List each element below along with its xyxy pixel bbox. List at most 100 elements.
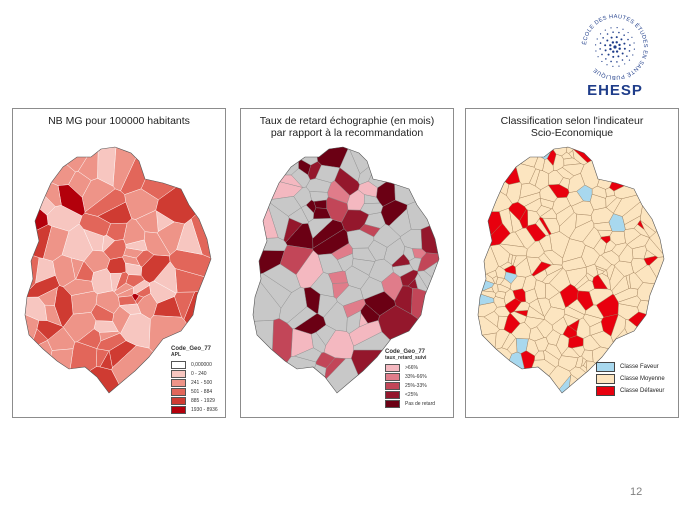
ehesp-emblem-icon: ÉCOLE DES HAUTES ÉTUDES EN SANTÉ PUBLIQU… <box>581 14 648 80</box>
map-title: Classification selon l'indicateur Scio-E… <box>500 115 644 139</box>
map-title: Taux de retard échographie (en mois) par… <box>259 115 435 139</box>
commune-area <box>101 234 116 252</box>
logo-dot <box>621 52 624 55</box>
commune-area <box>618 244 634 263</box>
logo-dot <box>618 65 620 67</box>
logo-dot <box>606 39 609 42</box>
logo-dot <box>609 47 612 51</box>
logo-dot <box>612 65 614 67</box>
commune-area <box>406 185 439 230</box>
logo-dot <box>618 47 621 50</box>
commune-area <box>623 228 642 245</box>
legend-entry: Classe Défaveur <box>596 385 665 397</box>
legend-entry: 0 - 240 <box>171 369 218 378</box>
logo-dot <box>624 63 626 65</box>
commune-area <box>485 351 528 393</box>
map-panel-ultrasound-delay: Taux de retard échographie (en mois) par… <box>240 108 454 418</box>
legend-swatch <box>171 378 186 387</box>
commune-area <box>583 360 588 369</box>
commune-area <box>103 239 127 260</box>
commune-area <box>348 147 412 175</box>
commune-area <box>637 219 645 230</box>
legend-entry: Classe Moyenne <box>596 373 665 385</box>
commune-area <box>563 313 580 327</box>
commune-area <box>25 168 62 207</box>
map-legend: Classe Faveur Classe Moyenne Classe Défave… <box>596 361 665 397</box>
commune-area <box>393 147 439 206</box>
commune-area <box>135 295 144 305</box>
logo-dot <box>615 41 618 44</box>
logo-dot <box>611 41 615 44</box>
legend-entry: Pas de retard <box>385 399 435 408</box>
legend-field-name: APL <box>171 352 181 358</box>
logo-wordmark: EHESP <box>587 82 643 99</box>
commune-area <box>499 278 512 290</box>
logo-dot <box>615 50 619 53</box>
commune-area <box>519 208 529 229</box>
commune-area <box>538 234 553 252</box>
commune-area <box>312 228 350 256</box>
legend-swatch <box>171 396 186 405</box>
commune-area <box>534 279 546 299</box>
legend-swatch <box>171 405 186 414</box>
logo-dot <box>604 29 606 31</box>
logo-dot <box>599 48 601 50</box>
commune-area <box>609 147 664 192</box>
commune-area <box>536 205 552 218</box>
department-boundary <box>252 146 440 394</box>
commune-area <box>592 274 608 290</box>
logo-dot <box>610 27 612 29</box>
commune-area <box>542 217 560 235</box>
legend-entry: Classe Faveur <box>596 361 665 373</box>
legend-label: Classe Faveur <box>620 363 659 370</box>
commune-area <box>492 275 498 284</box>
legend-swatch <box>596 374 615 384</box>
commune-area <box>125 274 145 288</box>
logo-dot <box>599 33 602 35</box>
logo-dot <box>599 42 602 44</box>
logo-dot <box>623 34 625 36</box>
commune-area <box>253 147 299 176</box>
page-number: 12 <box>630 486 643 498</box>
logo-dot <box>605 58 607 60</box>
commune-area <box>539 185 558 203</box>
choropleth-map <box>24 146 212 394</box>
logo-dot <box>601 53 603 56</box>
logo-dot <box>632 54 634 56</box>
commune-area <box>594 254 612 271</box>
logo-dot <box>602 37 604 39</box>
logo-dot <box>609 44 612 47</box>
legend-label: 0,000000 <box>191 361 212 368</box>
legend-label: Classe Défaveur <box>620 387 665 394</box>
legend-swatch <box>171 369 186 378</box>
legend-entry: 0,000000 <box>171 360 218 369</box>
commune-area <box>584 304 604 320</box>
commune-area <box>270 318 293 385</box>
commune-area <box>313 199 327 209</box>
logo-dot <box>612 55 615 58</box>
commune-area <box>571 147 653 163</box>
legend-swatch <box>385 399 400 408</box>
commune-area <box>589 321 604 336</box>
commune-area <box>315 324 336 346</box>
commune-area <box>253 319 274 393</box>
commune-area <box>112 305 131 334</box>
logo-dot <box>610 60 612 63</box>
logo-dot <box>628 50 631 52</box>
commune-area <box>613 158 664 199</box>
logo-dot <box>596 38 598 40</box>
logo-dot <box>626 55 628 57</box>
logo-dot <box>613 45 617 49</box>
logo-dot <box>623 42 626 45</box>
commune-area <box>559 283 579 308</box>
commune-area <box>561 256 587 272</box>
logo-dot <box>631 36 633 38</box>
commune-area <box>515 338 529 354</box>
commune-area <box>628 311 664 361</box>
commune-area <box>503 312 521 334</box>
legend-label: 241 - 500 <box>191 379 213 386</box>
logo-dot <box>612 31 614 33</box>
logo-dot <box>606 64 608 66</box>
logo-dot <box>612 50 615 53</box>
logo-dot <box>610 36 613 39</box>
